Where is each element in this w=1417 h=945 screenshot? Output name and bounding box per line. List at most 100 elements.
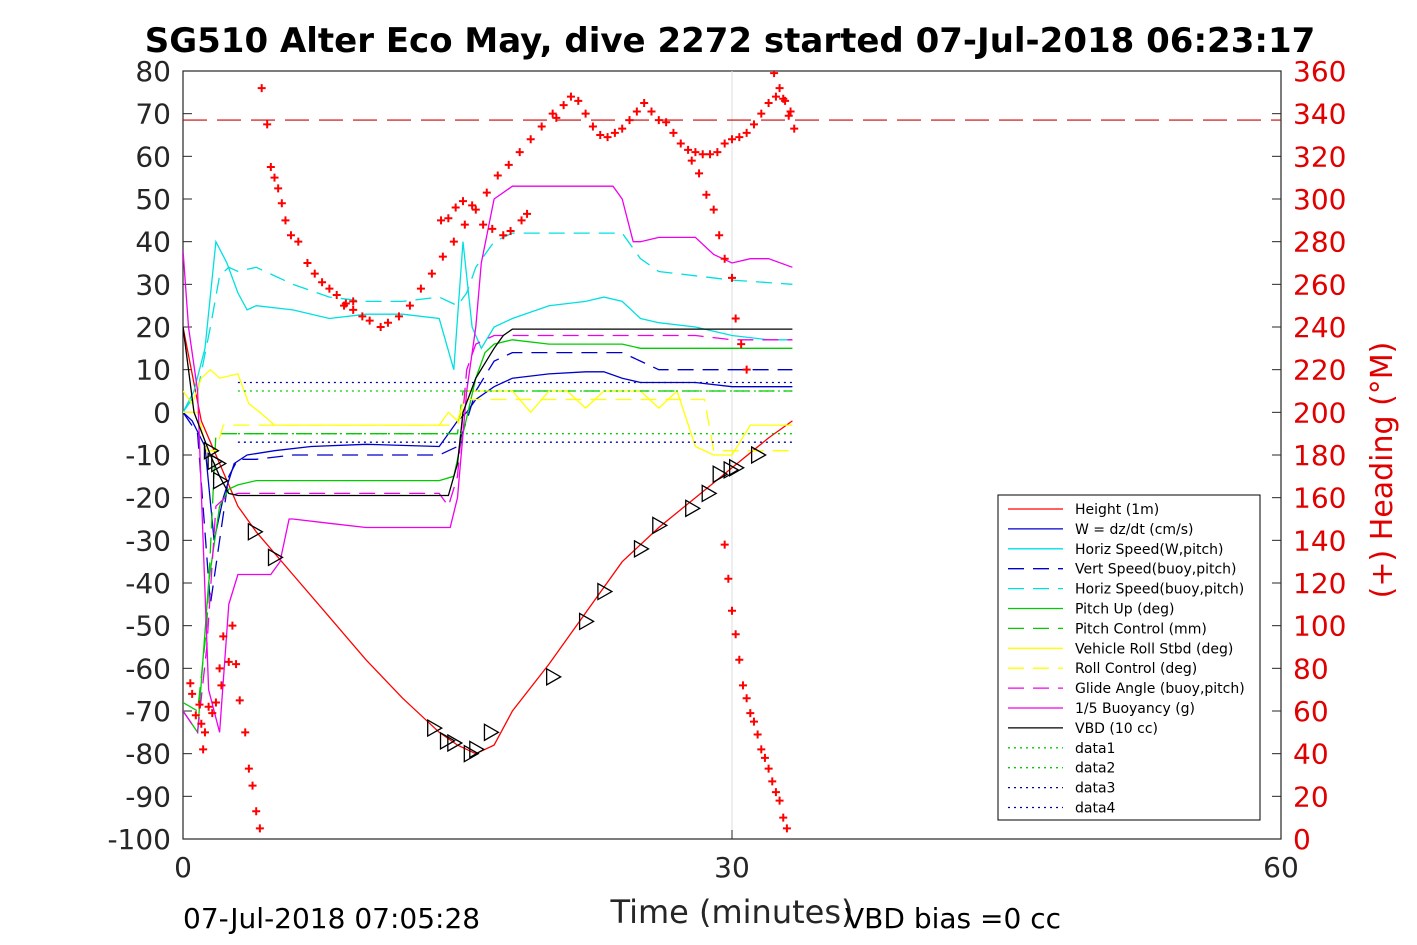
triangle-marker	[597, 582, 614, 601]
heading-point	[775, 84, 784, 93]
right-tick-label: 0	[1293, 823, 1311, 856]
left-tick-label: -100	[107, 823, 171, 856]
heading-point	[195, 700, 204, 709]
heading-point	[669, 128, 678, 137]
left-tick-label: 30	[135, 268, 171, 301]
heading-point	[618, 124, 627, 133]
legend-entry: data2	[1075, 761, 1115, 777]
legend-entry: data1	[1075, 741, 1115, 757]
heading-point	[204, 702, 213, 711]
heading-point	[358, 312, 367, 321]
heading-point	[318, 278, 327, 287]
heading-point	[523, 209, 532, 218]
heading-point	[713, 148, 722, 157]
heading-layer	[186, 71, 799, 833]
footer-vbd-bias: VBD bias =0 cc	[845, 902, 1061, 935]
left-y-axis: 80 70 60 50 40 30 20 10 0 -10 -20 -30 -40 -50 -60 -70 -8…	[107, 55, 192, 856]
legend-entry: data3	[1075, 781, 1115, 797]
right-tick-label: 200	[1293, 396, 1346, 429]
heading-point	[325, 284, 334, 293]
heading-point	[702, 190, 711, 199]
heading-point	[394, 312, 403, 321]
heading-point	[479, 220, 488, 229]
legend-entry: Horiz Speed(buoy,pitch)	[1075, 582, 1244, 598]
heading-point	[493, 171, 502, 180]
heading-point	[715, 231, 724, 240]
heading-point	[504, 160, 513, 169]
triangle-marker	[212, 471, 229, 490]
heading-point	[610, 128, 619, 137]
series-line	[183, 239, 793, 413]
plot-area	[183, 71, 1281, 833]
heading-point	[684, 145, 693, 154]
heading-point	[566, 92, 575, 101]
heading-point	[640, 99, 649, 107]
heading-point	[738, 681, 747, 690]
heading-point	[468, 201, 477, 210]
heading-point	[515, 148, 524, 157]
heading-point	[731, 630, 740, 639]
heading-point	[676, 139, 685, 148]
heading-point	[698, 150, 707, 159]
heading-point	[790, 124, 799, 133]
right-tick-label: 300	[1293, 183, 1346, 216]
heading-point	[559, 101, 568, 110]
heading-point	[383, 318, 392, 327]
heading-point	[257, 84, 266, 93]
right-tick-label: 180	[1293, 439, 1346, 472]
heading-point	[768, 777, 777, 786]
heading-point	[376, 323, 385, 331]
right-tick-label: 220	[1293, 354, 1346, 387]
heading-point	[427, 269, 436, 278]
left-tick-label: -30	[125, 524, 171, 557]
right-tick-label: 280	[1293, 226, 1346, 259]
series-line	[183, 232, 793, 413]
left-tick-label: 60	[135, 140, 171, 173]
heading-point	[281, 216, 290, 225]
triangle-marker	[729, 458, 745, 477]
heading-point	[437, 216, 446, 225]
right-tick-label: 80	[1293, 652, 1329, 685]
heading-point	[217, 681, 226, 690]
heading-point	[735, 655, 744, 664]
heading-point	[208, 709, 217, 718]
heading-point	[746, 709, 755, 718]
heading-point	[731, 314, 740, 323]
heading-point	[737, 340, 746, 349]
heading-point	[200, 728, 209, 737]
left-tick-label: -40	[125, 567, 171, 600]
series-line	[183, 326, 793, 755]
heading-point	[625, 116, 634, 125]
heading-point	[405, 301, 414, 310]
heading-point	[349, 305, 358, 314]
heading-point	[228, 621, 237, 630]
series-line	[183, 368, 793, 456]
legend-entry: Roll Control (deg)	[1075, 661, 1197, 677]
x-tick-label: 30	[714, 851, 750, 884]
right-tick-label: 260	[1293, 268, 1346, 301]
heading-point	[186, 679, 195, 688]
right-tick-label: 40	[1293, 738, 1329, 771]
heading-point	[303, 259, 312, 267]
heading-point	[444, 214, 453, 223]
series-line	[183, 326, 793, 497]
heading-point	[775, 796, 784, 805]
heading-point	[277, 199, 286, 208]
heading-point	[764, 764, 773, 773]
right-tick-label: 320	[1293, 140, 1346, 173]
x-axis-label: Time (minutes)	[610, 893, 854, 931]
heading-point	[706, 150, 715, 159]
heading-point	[728, 135, 736, 144]
heading-point	[266, 163, 275, 171]
heading-point	[632, 107, 641, 116]
triangle-marker	[712, 465, 729, 484]
heading-point	[720, 540, 729, 549]
heading-point	[742, 365, 751, 374]
legend-entry: 1/5 Buoyancy (g)	[1075, 701, 1195, 717]
triangle-marker	[723, 460, 740, 480]
heading-point	[215, 664, 224, 673]
left-tick-label: 0	[153, 396, 171, 429]
heading-point	[294, 237, 303, 246]
heading-point	[724, 574, 733, 583]
triangle-layer	[203, 441, 767, 763]
